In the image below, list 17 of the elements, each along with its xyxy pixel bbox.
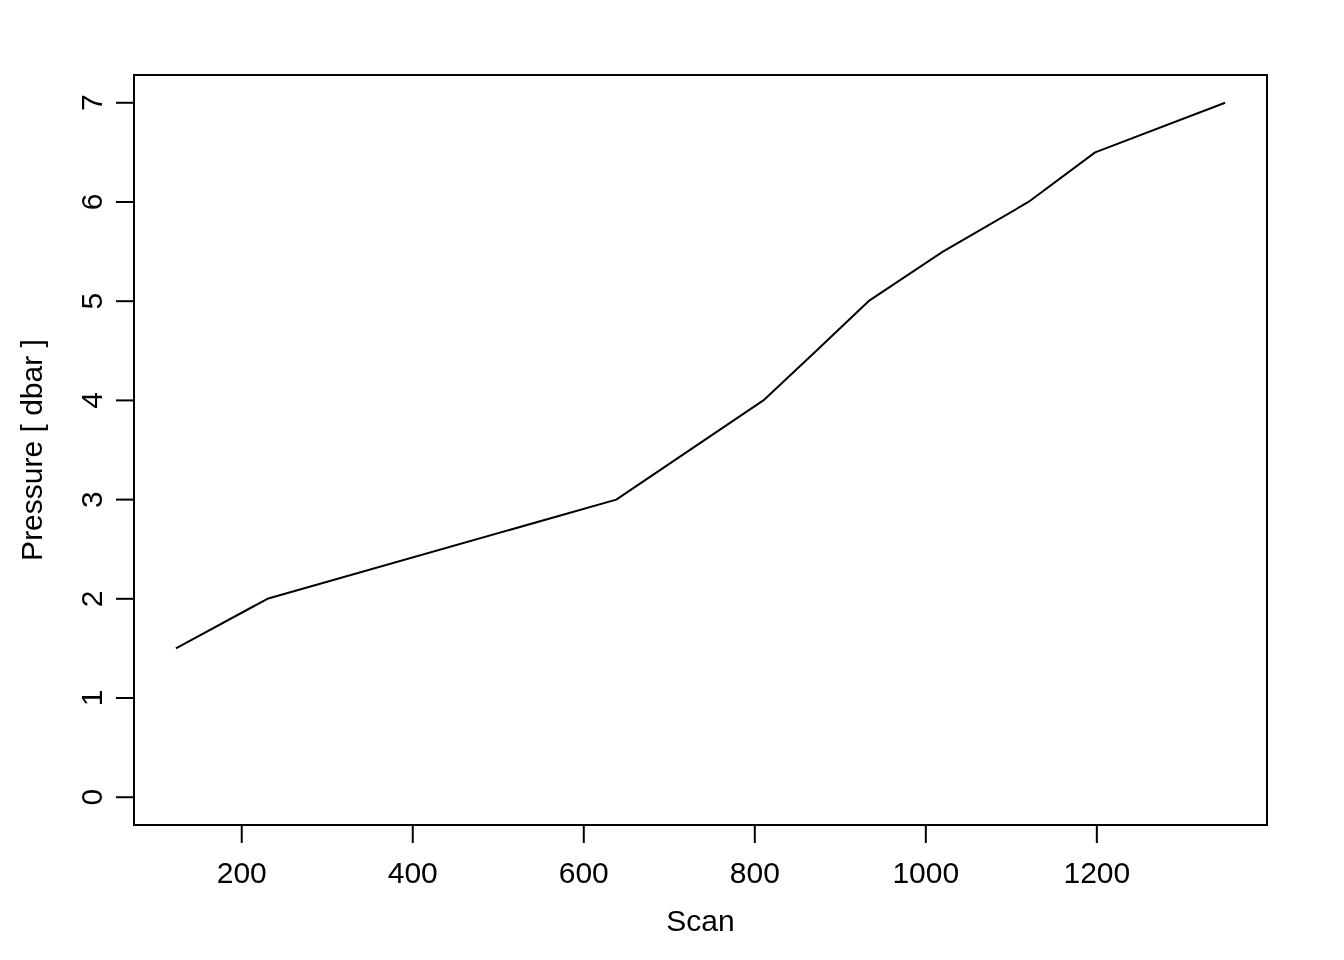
y-axis-title: Pressure [ dbar ] — [15, 339, 48, 561]
x-tick-label: 200 — [216, 856, 267, 890]
y-tick-label: 3 — [75, 491, 108, 508]
x-tick-label: 600 — [558, 856, 609, 890]
y-tick-label: 7 — [75, 94, 108, 112]
x-tick-label: 800 — [729, 856, 780, 890]
x-axis-title: Scan — [666, 904, 735, 937]
y-tick-label: 2 — [75, 590, 108, 608]
y-tick-label: 0 — [75, 788, 108, 806]
y-tick-label: 6 — [75, 193, 108, 211]
y-tick-label: 5 — [75, 292, 108, 310]
y-tick-label: 4 — [75, 392, 108, 409]
x-tick-label: 1000 — [892, 856, 960, 890]
y-tick-label: 1 — [75, 689, 108, 707]
line-series — [174, 101, 1227, 650]
x-tick-label: 1200 — [1063, 856, 1131, 890]
x-tick-label: 400 — [387, 856, 438, 890]
